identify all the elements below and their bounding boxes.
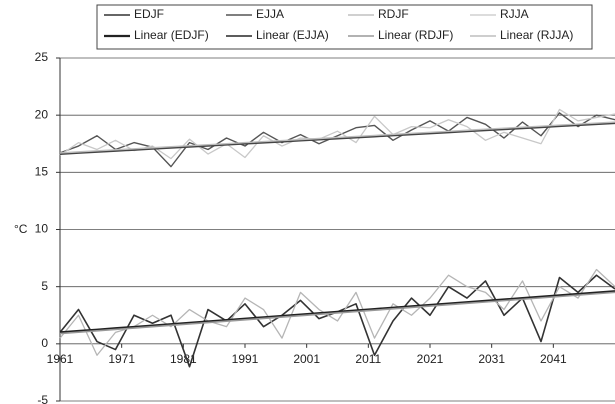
legend-label: RDJF	[378, 7, 409, 21]
x-tick-label: 1961	[47, 352, 74, 366]
x-tick-label: 2011	[355, 352, 381, 366]
legend-box	[96, 4, 593, 50]
series-line	[59, 290, 615, 334]
y-tick-label: 25	[35, 50, 49, 64]
legend-label: Linear (RDJF)	[378, 28, 453, 42]
legend-label: Linear (EDJF)	[134, 28, 209, 42]
x-tick-label: 2041	[540, 352, 567, 366]
series-line	[59, 108, 615, 160]
x-tick-label: 2031	[478, 352, 505, 366]
x-tick-label: 2001	[293, 352, 320, 366]
legend-label: Linear (RJJA)	[500, 28, 573, 42]
x-tick-label: 1971	[108, 352, 135, 366]
y-tick-label: 15	[35, 165, 49, 179]
series-line	[59, 121, 615, 154]
legend-label: Linear (EJJA)	[256, 28, 329, 42]
legend-label: EDJF	[134, 7, 164, 21]
legend-label: RJJA	[500, 7, 529, 21]
x-tick-label: 2021	[417, 352, 444, 366]
y-tick-label: 0	[41, 336, 48, 350]
y-tick-label: 10	[35, 222, 49, 236]
y-tick-label: -5	[37, 393, 48, 404]
legend-label: EJJA	[256, 7, 284, 21]
series-line	[59, 268, 615, 356]
y-tick-label: 5	[41, 279, 48, 293]
y-axis-label: °C	[14, 222, 28, 236]
x-tick-label: 1991	[232, 352, 259, 366]
y-tick-label: 20	[35, 107, 49, 121]
series-line	[59, 291, 615, 335]
series-line	[59, 112, 615, 168]
series-line	[59, 122, 615, 155]
